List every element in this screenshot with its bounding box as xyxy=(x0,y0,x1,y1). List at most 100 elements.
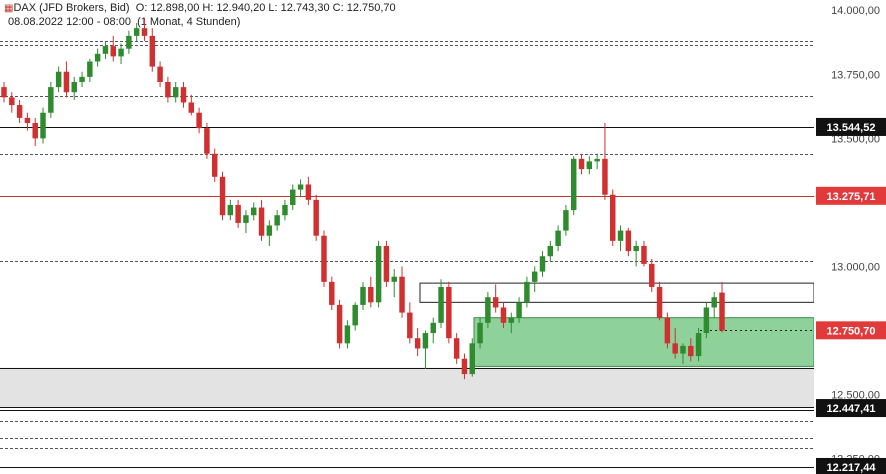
candle-body xyxy=(188,102,195,113)
candle-body xyxy=(141,28,148,36)
candle-body xyxy=(695,333,702,357)
candle-body xyxy=(133,28,140,36)
candle-body xyxy=(446,286,452,339)
timeframe-readout: (1 Monat, 4 Stunden) xyxy=(137,16,241,28)
candle-body xyxy=(227,204,234,216)
candle-body xyxy=(48,87,54,113)
candle-body xyxy=(126,35,132,49)
candle-body xyxy=(531,271,538,282)
price-label-box xyxy=(816,117,886,136)
candle-body xyxy=(243,215,249,223)
price-label-box xyxy=(816,457,886,474)
y-tick-label: 13.500,00 xyxy=(831,133,880,145)
candle-body xyxy=(649,263,655,287)
candle-body xyxy=(71,81,77,93)
candle-body xyxy=(703,307,710,334)
candle-body xyxy=(711,297,717,308)
candle-body xyxy=(383,245,390,282)
candle-body xyxy=(524,281,530,303)
candle-body xyxy=(297,184,304,190)
candle-body xyxy=(407,312,413,339)
candle-body xyxy=(165,81,171,98)
candle-body xyxy=(500,307,507,323)
candle-body xyxy=(329,281,335,305)
candle-body xyxy=(508,317,515,323)
candle-body xyxy=(219,176,226,216)
candle-body xyxy=(422,333,429,349)
candle-body xyxy=(204,128,210,154)
price-label-box xyxy=(816,399,886,418)
candle-body xyxy=(391,276,397,282)
chart-header-line1: ▦DAX (JFD Brokers, Bid) O: 12.898,00 H: … xyxy=(4,2,396,14)
candle-body xyxy=(563,210,569,231)
candle-body xyxy=(235,204,241,223)
candle-body xyxy=(664,317,671,344)
ohlc-readout: O: 12.898,00 H: 12.940,20 L: 12.743,30 C… xyxy=(135,2,396,14)
price-label-text: 13.544,52 xyxy=(827,122,876,134)
candle-body xyxy=(149,35,156,67)
candle-body xyxy=(24,117,31,123)
instrument-name: DAX (JFD Brokers, Bid) xyxy=(13,2,130,14)
candle-body xyxy=(32,122,38,139)
outline-zone-box xyxy=(419,282,815,303)
candle-body xyxy=(688,345,694,357)
candle-body xyxy=(555,230,561,246)
candle-body xyxy=(55,71,62,88)
candle-body xyxy=(110,46,116,57)
candle-body xyxy=(719,292,725,331)
candle-body xyxy=(360,286,366,305)
candle-body xyxy=(578,158,585,170)
period-readout: 08.08.2022 12:00 - 08:00 xyxy=(8,16,131,28)
candle-body xyxy=(258,207,265,236)
candle-body xyxy=(9,97,15,106)
candle-body xyxy=(492,297,499,308)
candle-body xyxy=(16,105,23,118)
candle-body xyxy=(625,230,632,252)
candle-body xyxy=(469,343,475,375)
candle-body xyxy=(414,338,421,349)
candle-body xyxy=(1,87,7,98)
candle-body xyxy=(485,297,491,323)
chart-header-line2: 08.08.2022 12:00 - 08:00 (1 Monat, 4 Stu… xyxy=(8,16,240,28)
price-label-text: 12.217,44 xyxy=(827,462,877,474)
candle-body xyxy=(641,245,647,264)
candle-body xyxy=(430,322,436,334)
price-label-text: 12.750,70 xyxy=(827,325,876,337)
candle-body xyxy=(633,245,639,252)
candle-body xyxy=(602,158,608,195)
candle-body xyxy=(594,158,600,162)
candle-body xyxy=(610,194,616,241)
candle-body xyxy=(211,153,218,177)
candle-body xyxy=(321,235,327,282)
candle-body xyxy=(570,158,577,211)
y-tick-label: 12.500,00 xyxy=(831,390,880,402)
candle-body xyxy=(672,343,678,354)
candle-body xyxy=(617,230,624,241)
price-label-box xyxy=(816,186,886,205)
candle-body xyxy=(344,325,351,344)
candle-body xyxy=(266,225,273,236)
candle-body xyxy=(680,345,686,354)
candle-body xyxy=(305,184,312,200)
candle-body xyxy=(375,245,382,303)
candle-body xyxy=(180,87,187,103)
candle-body xyxy=(586,161,593,170)
price-label-text: 13.275,71 xyxy=(827,191,876,203)
candle-body xyxy=(274,215,280,226)
candle-body xyxy=(461,358,468,375)
price-label-box xyxy=(816,321,886,340)
candle-body xyxy=(157,66,163,82)
candle-body xyxy=(94,53,101,62)
green-demand-zone xyxy=(473,317,815,367)
candle-body xyxy=(399,276,405,313)
candle-body xyxy=(516,302,522,318)
candle-body xyxy=(282,204,288,216)
candle-body xyxy=(438,286,444,323)
y-tick-label: 14.000,00 xyxy=(831,5,880,17)
candle-body xyxy=(352,304,358,326)
candle-body xyxy=(290,189,296,205)
candle-body xyxy=(79,76,85,82)
candle-body xyxy=(118,48,124,57)
y-tick-label: 13.000,00 xyxy=(831,261,880,273)
